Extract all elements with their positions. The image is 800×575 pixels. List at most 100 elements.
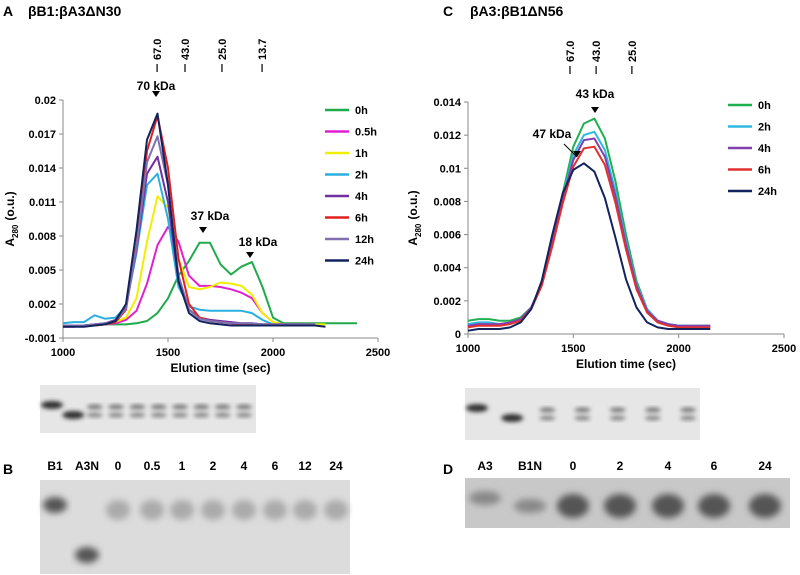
- chart-title: βA3:βB1ΔN56: [470, 3, 564, 19]
- y-tick-label: 0.017: [28, 129, 56, 141]
- legend-label: 0h: [355, 105, 368, 117]
- lane-label: 24: [758, 459, 772, 473]
- y-tick-label: 0.02: [35, 95, 56, 107]
- y-tick-label: 0.014: [28, 163, 56, 175]
- gel-band: [43, 497, 67, 513]
- legend-label: 1h: [355, 148, 368, 160]
- lane-label: 24: [329, 459, 343, 473]
- legend-label: 24h: [355, 256, 374, 268]
- annotation: 37 kDa: [191, 209, 230, 223]
- series-line: [467, 145, 711, 329]
- marker-label: 43.0: [591, 41, 603, 62]
- gel-band: [193, 404, 210, 410]
- gel-band: [214, 404, 231, 410]
- gel-band: [539, 407, 556, 413]
- sds-gel: [465, 388, 700, 440]
- gel-band: [75, 547, 99, 563]
- gel-band: [539, 415, 556, 421]
- gel-band: [469, 491, 501, 505]
- legend-label: 4h: [758, 143, 771, 155]
- lane-label: 12: [298, 459, 312, 473]
- lane-label: 0: [570, 459, 577, 473]
- y-axis-label-sub: 280: [11, 224, 20, 238]
- legend-label: 6h: [355, 213, 368, 225]
- gel-band: [466, 404, 488, 412]
- lane-label: 2: [617, 459, 624, 473]
- gel-band: [62, 411, 85, 419]
- gel-band: [172, 412, 188, 418]
- gel-band: [106, 500, 130, 520]
- annotation: 47 kDa: [533, 127, 572, 141]
- legend-label: 0h: [758, 100, 771, 112]
- gel-band: [140, 500, 164, 520]
- legend-label: 4h: [355, 191, 368, 203]
- x-tick-label: 2500: [366, 347, 390, 359]
- gel-band: [574, 407, 591, 413]
- panel-label: C: [443, 3, 453, 19]
- lane-label: B1N: [518, 459, 542, 473]
- lane-label: 4: [241, 459, 248, 473]
- x-tick-label: 1000: [456, 343, 480, 355]
- series-line: [63, 114, 315, 327]
- annotation-arrow: [563, 143, 578, 158]
- annotation-arrowhead: [246, 252, 254, 258]
- y-axis-label-main: A: [3, 238, 17, 247]
- chart-title: βB1:βA3ΔN30: [28, 3, 122, 19]
- y-tick-label: 0.012: [433, 130, 461, 142]
- y-axis-label-main: A: [406, 237, 420, 246]
- lane-label: 6: [711, 459, 718, 473]
- legend-label: 6h: [758, 165, 771, 177]
- gel-band: [201, 500, 225, 520]
- gel-band: [574, 415, 591, 421]
- y-axis-label-sub: 280: [414, 223, 423, 237]
- panel-label: D: [443, 461, 453, 477]
- legend-label: 2h: [758, 122, 771, 134]
- gel-band: [652, 494, 684, 518]
- gel-band: [150, 412, 167, 418]
- y-tick-label: 0.011: [29, 197, 56, 209]
- lane-label: A3: [477, 459, 493, 473]
- series-line: [63, 135, 315, 327]
- gel-band: [680, 407, 696, 413]
- annotation: 70 kDa: [137, 79, 176, 93]
- gel-band: [644, 407, 661, 413]
- gel-band: [236, 412, 252, 418]
- gel-band: [644, 415, 661, 421]
- gel-band: [501, 414, 524, 422]
- gel-band: [680, 415, 696, 421]
- marker-label: 67.0: [152, 39, 164, 60]
- y-axis-label: A280 (o.u.): [406, 190, 423, 245]
- series-line: [467, 162, 711, 332]
- marker-label: 25.0: [627, 41, 639, 62]
- gel-band: [604, 494, 636, 518]
- annotation-arrowhead: [573, 151, 581, 157]
- x-tick-label: 1000: [51, 347, 75, 359]
- gel-band: [170, 500, 194, 520]
- gel-band: [236, 404, 252, 410]
- gel-band: [86, 404, 103, 410]
- series-line: [467, 130, 711, 327]
- lane-label: 6: [272, 459, 279, 473]
- legend-label: 24h: [758, 186, 777, 198]
- x-axis-label: Elution time (sec): [170, 361, 270, 375]
- gel-band: [232, 500, 256, 520]
- x-tick-label: 1500: [561, 343, 585, 355]
- legend-label: 12h: [355, 234, 374, 246]
- x-tick-label: 2500: [772, 343, 796, 355]
- x-tick-label: 2000: [261, 347, 285, 359]
- annotation-arrowhead: [152, 91, 160, 97]
- y-axis-label-unit: (o.u.): [406, 190, 420, 219]
- lane-label: 2: [210, 459, 217, 473]
- annotation-arrowhead: [591, 107, 599, 113]
- annotation: 43 kDa: [576, 87, 615, 101]
- gel-band: [41, 401, 63, 409]
- y-tick-label: 0.005: [28, 265, 56, 277]
- legend-label: 2h: [355, 170, 368, 182]
- lane-label: 0.5: [144, 459, 161, 473]
- gel-band: [214, 412, 231, 418]
- lane-label: 1: [179, 459, 186, 473]
- series-line: [467, 137, 711, 327]
- y-tick-label: 0.006: [433, 230, 461, 242]
- lane-label: B1: [47, 459, 63, 473]
